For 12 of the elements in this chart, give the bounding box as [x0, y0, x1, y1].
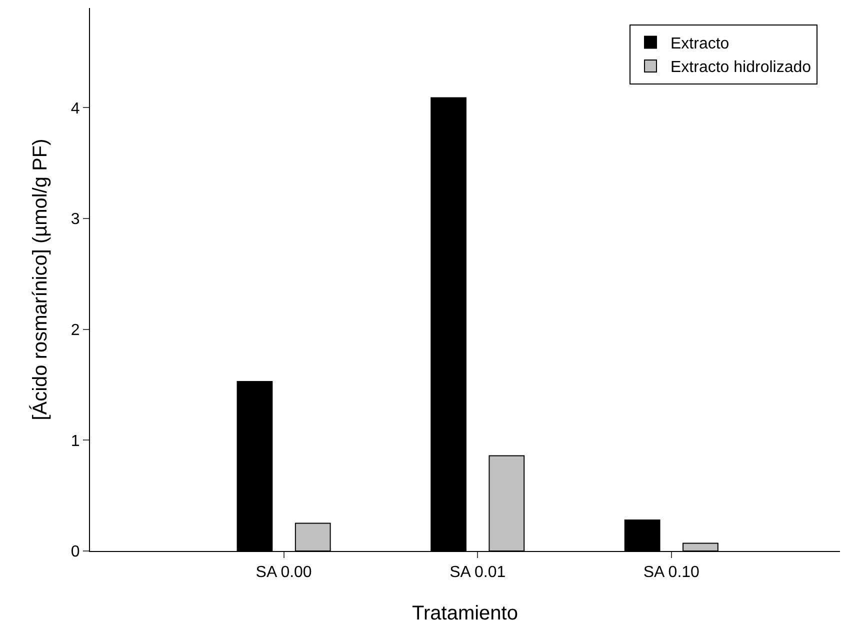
legend-label: Extracto hidrolizado [670, 59, 812, 76]
y-tick-label: 1 [70, 432, 80, 450]
x-tick-label: SA 0.01 [450, 564, 506, 582]
x-tick-label: SA 0.00 [256, 564, 312, 582]
y-tick-label: 3 [70, 211, 80, 228]
legend-label: Extracto [670, 35, 730, 52]
y-tick-label: 2 [70, 322, 80, 339]
x-tick-label: SA 0.10 [643, 564, 700, 582]
y-axis-title: [Ácido rosmarínico] (µmol/g PF) [28, 138, 52, 420]
y-tick-label: 4 [70, 100, 80, 118]
y-tick-label: 0 [70, 544, 80, 561]
x-axis-title: Tratamiento [412, 602, 518, 625]
